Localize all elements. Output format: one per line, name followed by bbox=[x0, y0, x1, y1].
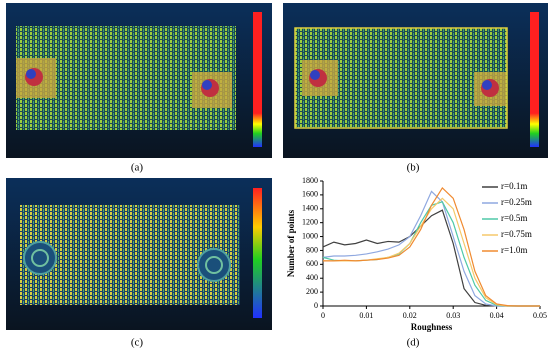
y-tick-label: 1600 bbox=[302, 190, 318, 199]
y-tick-label: 800 bbox=[306, 245, 318, 254]
legend-label: r=1.0m bbox=[501, 245, 527, 255]
y-tick-label: 1800 bbox=[302, 176, 318, 185]
x-tick-label: 0.02 bbox=[403, 311, 417, 320]
x-tick-label: 0.05 bbox=[533, 311, 547, 320]
panel-b bbox=[283, 3, 548, 158]
panel-label: (b) bbox=[407, 162, 420, 174]
legend-label: r=0.1m bbox=[501, 181, 527, 191]
y-tick-label: 1000 bbox=[302, 231, 318, 240]
x-tick-label: 0 bbox=[321, 311, 325, 320]
y-tick-label: 200 bbox=[306, 287, 318, 296]
y-tick-label: 0 bbox=[314, 301, 318, 310]
panel-a bbox=[6, 3, 272, 158]
panel-c bbox=[6, 178, 272, 330]
y-tick-label: 1200 bbox=[302, 217, 318, 226]
panel-label: (d) bbox=[407, 337, 420, 349]
y-tick-label: 400 bbox=[306, 273, 318, 282]
panel-label: (a) bbox=[131, 162, 144, 174]
legend-label: r=0.5m bbox=[501, 213, 527, 223]
y-axis-label: Number of points bbox=[286, 209, 296, 277]
y-tick-label: 600 bbox=[306, 259, 318, 268]
series-line bbox=[323, 186, 540, 307]
series-line bbox=[322, 209, 540, 307]
legend-label: r=0.25m bbox=[501, 197, 532, 207]
x-tick-label: 0.01 bbox=[359, 311, 373, 320]
x-tick-label: 0.04 bbox=[490, 311, 504, 320]
y-tick-label: 1400 bbox=[302, 204, 318, 213]
panel-label: (c) bbox=[131, 337, 144, 349]
x-tick-label: 0.03 bbox=[446, 311, 460, 320]
legend-label: r=0.75m bbox=[501, 229, 532, 239]
x-axis-label: Roughness bbox=[411, 322, 453, 332]
